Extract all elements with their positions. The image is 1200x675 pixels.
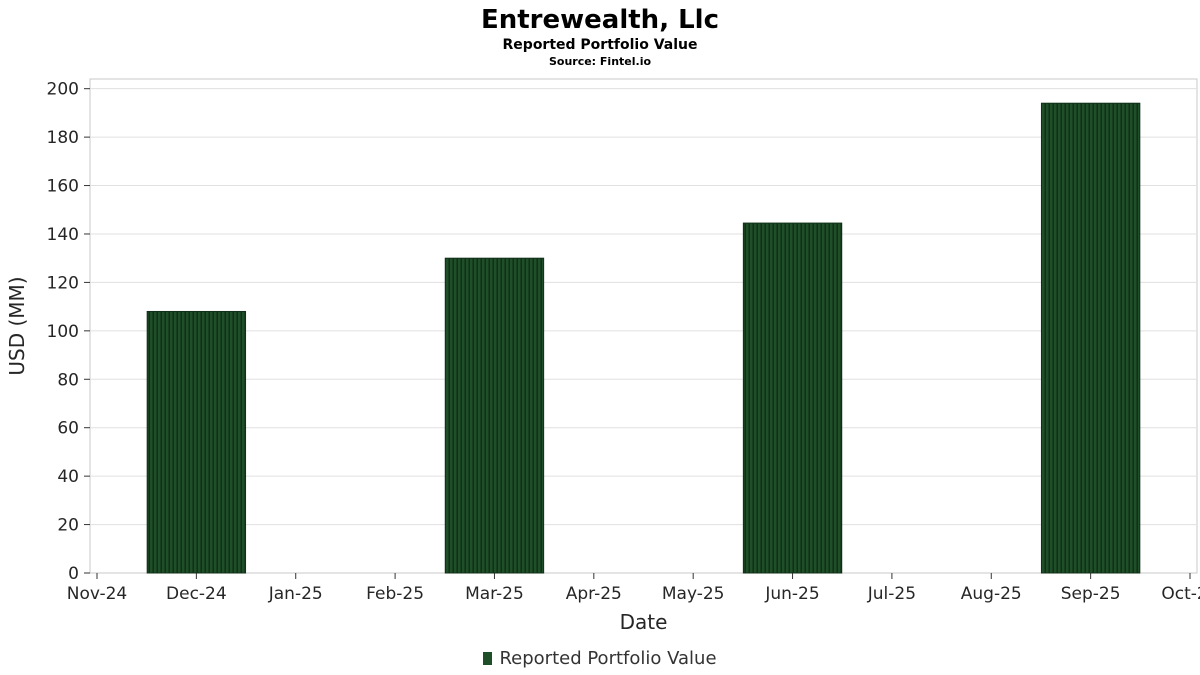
y-tick-label: 120 [47, 273, 79, 293]
bar-Sep-25 [1040, 102, 1141, 574]
x-tick-label: Jun-25 [764, 584, 819, 604]
x-tick-label: Sep-25 [1061, 584, 1121, 604]
x-tick-label: Nov-24 [67, 584, 128, 604]
y-axis-title: USD (MM) [5, 276, 29, 375]
x-tick-label: Apr-25 [566, 584, 622, 604]
chart-title: Entrewealth, Llc [480, 5, 720, 35]
bar-Mar-25 [444, 257, 545, 574]
y-tick-label: 20 [57, 516, 79, 536]
chart-subtitle: Reported Portfolio Value [502, 37, 698, 53]
legend: Reported Portfolio Value [0, 648, 1200, 669]
x-tick-label: Feb-25 [366, 584, 424, 604]
y-tick-label: 180 [47, 128, 79, 148]
legend-swatch [483, 652, 493, 665]
x-tick-label: Jul-25 [867, 584, 916, 604]
x-tick-label: Aug-25 [961, 584, 1022, 604]
chart-header: Entrewealth, Llc Reported Portfolio Valu… [0, 0, 1200, 69]
y-tick-label: 0 [68, 564, 79, 584]
bar-chart: 0 20 40 60 80 100 120 140 160 180 200 Nov-24 Dec-24 J… [5, 78, 1200, 634]
y-tick-label: 140 [47, 225, 79, 245]
y-tick-label: 160 [47, 177, 79, 197]
bar-Jun-25 [742, 222, 843, 574]
legend-label: Reported Portfolio Value [499, 648, 717, 669]
x-tick-label: Dec-24 [166, 584, 227, 604]
chart-source: Source: Fintel.io [548, 55, 652, 68]
x-axis-title: Date [620, 610, 668, 634]
x-tick-label: May-25 [662, 584, 725, 604]
x-tick-label: Mar-25 [465, 584, 524, 604]
y-tick-label: 60 [57, 419, 79, 439]
y-tick-label: 40 [57, 467, 79, 487]
x-tick-label: Oct-25 [1161, 584, 1200, 604]
y-tick-label: 200 [47, 80, 79, 100]
y-tick-label: 80 [57, 370, 79, 390]
y-tick-label: 100 [47, 322, 79, 342]
bar-Dec-24 [146, 310, 247, 574]
x-tick-label: Jan-25 [268, 584, 323, 604]
plot-area [89, 78, 1198, 574]
